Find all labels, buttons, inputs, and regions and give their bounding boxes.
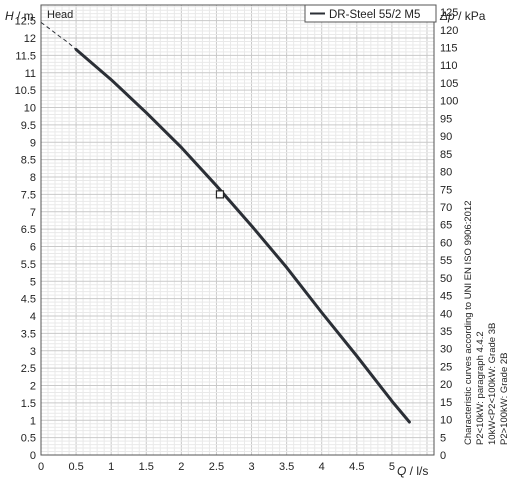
x-tick-label: 5 [389,461,395,473]
x-axis-title: Q / l/s [397,464,428,478]
series-line [74,48,411,424]
y-tick-label: 1.5 [21,398,36,410]
note-line-2: P2<10kW: paragraph 4.4.2 [475,331,486,445]
y2-axis-ticks: 0 5 10 15 20 25 30 35 40 45 50 55 60 65 70 75 80 85 90 95 10… [440,7,458,462]
y2-tick-label: 25 [440,361,452,373]
x-tick-label: 1.5 [139,461,154,473]
y-tick-label: 3 [30,346,36,358]
y2-tick-label: 125 [440,7,458,19]
x-tick-label: 0 [38,461,44,473]
y-axis-ticks: 00.511.522.533.544.555.566.577.588.599.5… [15,16,36,462]
y-tick-label: 8.5 [21,155,36,167]
y2-tick-label: 95 [440,113,452,125]
y2-tick-label: 5 [440,432,446,444]
y2-tick-label: 105 [440,78,458,90]
x-tick-label: 3.5 [279,461,294,473]
y-tick-label: 11.5 [15,50,36,62]
note-line-4: P2>100kW: Grade 2B [499,352,510,445]
y-tick-label: 7.5 [21,189,36,201]
legend: DR-Steel 55/2 M5 [304,4,437,23]
y-tick-label: 6.5 [21,224,36,236]
y-tick-label: 12 [24,33,36,45]
plot-frame [40,4,435,456]
y-tick-label: 10.5 [15,85,36,97]
y-tick-label: 7 [30,207,36,219]
y-tick-label: 2.5 [21,363,36,375]
y2-tick-label: 90 [440,131,452,143]
y2-tick-label: 35 [440,326,452,338]
y2-tick-label: 60 [440,237,452,249]
y-tick-label: 9.5 [21,120,36,132]
series [40,21,411,424]
y-tick-label: 4 [30,311,36,323]
note-line-1: Characteristic curves according to UNI E… [463,201,474,445]
x-tick-label: 2 [178,461,184,473]
y2-tick-label: 10 [440,415,452,427]
test-standard-notes: Characteristic curves according to UNI E… [463,201,510,445]
note-line-3: 10kW<P2<100kW: Grade 3B [487,323,498,445]
y2-tick-label: 110 [440,60,458,72]
y-tick-label: 10 [24,103,36,115]
y2-tick-label: 50 [440,273,452,285]
x-tick-label: 4 [319,461,325,473]
y-tick-label: 3.5 [21,328,36,340]
x-tick-label: 0.5 [68,461,83,473]
y-tick-label: 5.5 [21,259,36,271]
y2-tick-label: 120 [440,25,458,37]
header-label: Head [47,9,73,21]
x-tick-label: 1 [108,461,114,473]
y2-tick-label: 70 [440,202,452,214]
x-tick-label: 4.5 [349,461,364,473]
legend-box [304,4,437,23]
y-tick-label: 12.5 [15,16,36,28]
duty-point-marker [215,190,225,199]
y2-tick-label: 65 [440,220,452,232]
y2-tick-label: 15 [440,397,452,409]
y-tick-label: 0.5 [21,433,36,445]
y2-tick-label: 40 [440,308,452,320]
y-tick-label: 8 [30,172,36,184]
x-tick-label: 3 [248,461,254,473]
y-axis-title: H / m [5,9,34,23]
y2-tick-label: 30 [440,344,452,356]
y2-tick-label: 55 [440,255,452,267]
y-tick-label: 5 [30,276,36,288]
legend-label: DR-Steel 55/2 M5 [329,9,420,21]
grid [41,5,434,455]
y2-tick-label: 75 [440,184,452,196]
y-tick-label: 6 [30,242,36,254]
y2-tick-label: 80 [440,167,452,179]
y-tick-label: 9 [30,137,36,149]
y2-tick-label: 115 [440,43,458,55]
y-tick-label: 0 [30,450,36,462]
y-tick-label: 11 [25,68,36,80]
y-tick-label: 4.5 [21,294,36,306]
x-tick-label: 2.5 [209,461,224,473]
y2-tick-label: 0 [440,450,446,462]
y-tick-label: 2 [30,381,36,393]
y2-axis-title: Δp / kPa [439,9,486,23]
y2-tick-label: 100 [440,96,458,108]
y2-tick-label: 85 [440,149,452,161]
x-axis-ticks: 0 0.5 1 1.5 2 2.5 3 3.5 4 4.5 5 [38,461,395,473]
y2-tick-label: 45 [440,291,452,303]
y2-tick-label: 20 [440,379,452,391]
y-tick-label: 1 [30,415,36,427]
series-extrapolation-line [40,21,77,50]
